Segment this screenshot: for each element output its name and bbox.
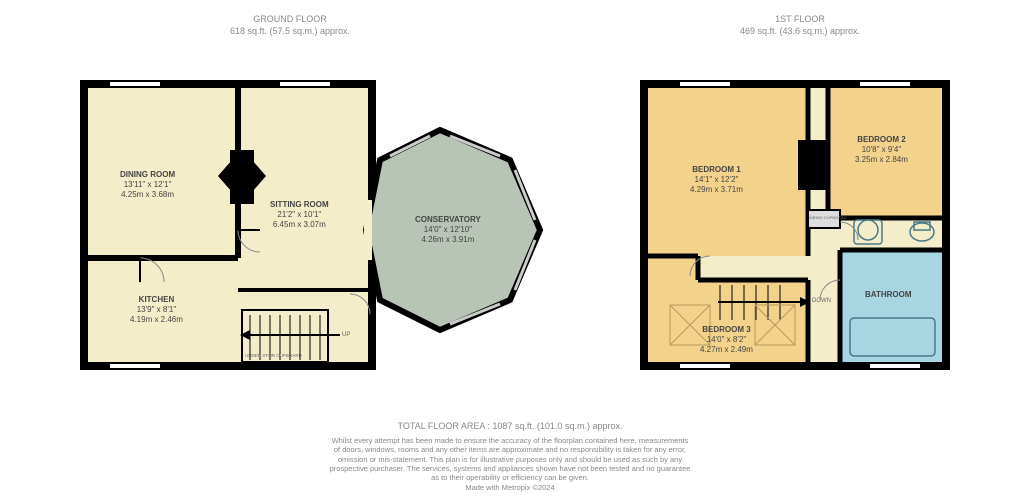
first-floor-title: 1ST FLOOR 469 sq.ft. (43.6 sq.m.) approx… [700, 14, 900, 37]
kitchen-label: KITCHEN 13'9" x 8'1" 4.19m x 2.46m [130, 295, 183, 325]
sitting-room-label: SITTING ROOM 21'2" x 10'1" 6.45m x 3.07m [270, 200, 329, 230]
disclaimer-line: as to their operability or efficiency ca… [431, 473, 589, 482]
disclaimer-line: Whilst every attempt has been made to en… [332, 436, 689, 445]
first-floor-area: 469 sq.ft. (43.6 sq.m.) approx. [700, 26, 900, 38]
up-label: UP [342, 332, 350, 338]
bedroom1-label: BEDROOM 1 14'1" x 12'2" 4.29m x 3.71m [690, 165, 743, 195]
disclaimer-line: prospective purchaser. The services, sys… [330, 464, 691, 473]
down-label: DOWN [812, 298, 831, 304]
bedroom2-label: BEDROOM 2 10'8" x 9'4" 3.25m x 2.84m [855, 135, 908, 165]
conservatory-label: CONSERVATORY 14'0" x 12'10" 4.26m x 3.91… [415, 215, 481, 245]
footer: TOTAL FLOOR AREA : 1087 sq.ft. (101.0 sq… [0, 421, 1020, 493]
ground-floor-title: GROUND FLOOR 618 sq.ft. (57.5 sq.m.) app… [190, 14, 390, 37]
bedroom3-label: BEDROOM 3 14'0" x 8'2" 4.27m x 2.49m [700, 325, 753, 355]
ground-floor-plan: DINING ROOM 13'11" x 12'1" 4.25m x 3.68m… [80, 80, 550, 370]
first-floor-name: 1ST FLOOR [700, 14, 900, 26]
disclaimer-line: of doors, windows, rooms and any other i… [334, 445, 686, 454]
copyright-line: Made with Metropix ©2024 [465, 483, 554, 492]
cupboard-label: UNDER STAIR CUPBOARD [245, 353, 302, 358]
first-floor-plan: BEDROOM 1 14'1" x 12'2" 4.29m x 3.71m BE… [640, 80, 950, 370]
disclaimer-line: omission or mis-statement. This plan is … [338, 455, 682, 464]
first-floor-svg [640, 80, 950, 370]
dining-room-label: DINING ROOM 13'11" x 12'1" 4.25m x 3.68m [120, 170, 175, 200]
total-area: TOTAL FLOOR AREA : 1087 sq.ft. (101.0 sq… [0, 421, 1020, 432]
airing-cupboard-label: AIRING CUPBOARD [809, 215, 847, 220]
ground-floor-name: GROUND FLOOR [190, 14, 390, 26]
bathroom-label: BATHROOM [865, 290, 912, 300]
ground-floor-area: 618 sq.ft. (57.5 sq.m.) approx. [190, 26, 390, 38]
